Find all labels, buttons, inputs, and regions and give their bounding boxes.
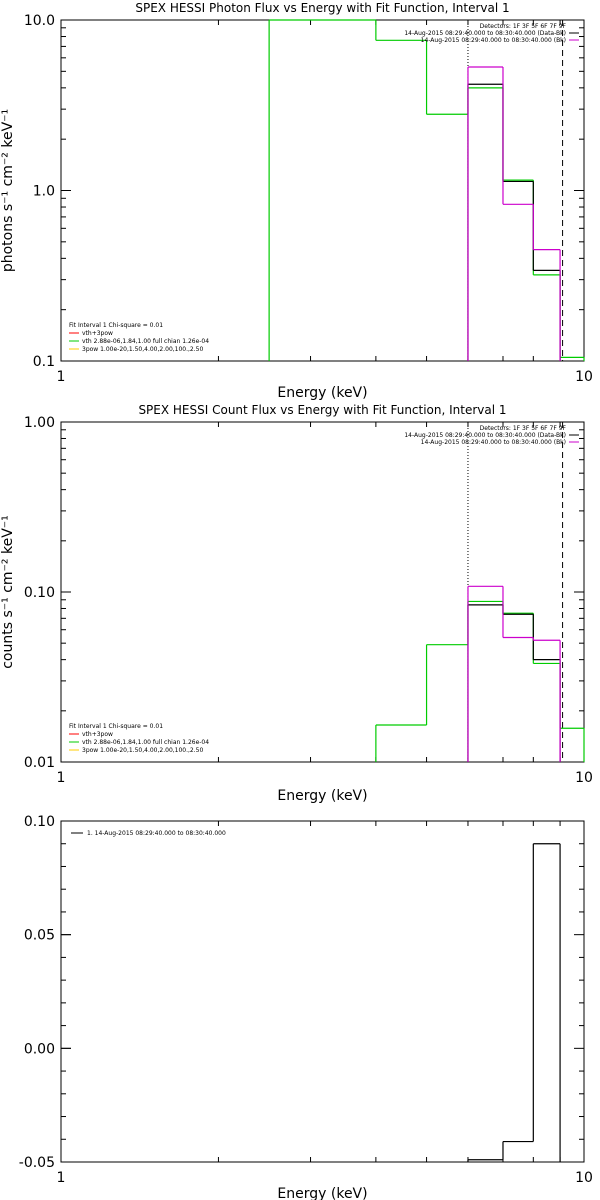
x-tick-label: 10 (575, 770, 593, 786)
x-tick-label: 10 (575, 1170, 593, 1186)
plot-frame (60, 19, 585, 362)
legend-text: vth+3pow (82, 731, 113, 738)
legend-text: Detectors: 1F 3F 5F 6F 7F 9F (480, 425, 567, 432)
plot-frame (60, 820, 585, 1163)
legend-text: 14-Aug-2015 08:29:40.000 to 08:30:40.000… (421, 439, 566, 446)
y-tick-label: 0.05 (24, 928, 55, 944)
legend-text: Fit Interval 1 Chi-square = 0.01 (69, 723, 163, 730)
x-tick-label: 10 (575, 369, 593, 385)
legend-text: 3pow 1.00e-20,1.50,4.00,2.00,100.,2.50 (82, 346, 203, 353)
y-tick-label: 0.00 (24, 1041, 55, 1057)
legend-text: 14-Aug-2015 08:29:40.000 to 08:30:40.000… (404, 30, 566, 37)
legend-text: Fit Interval 1 Chi-square = 0.01 (69, 322, 163, 329)
y-tick-label: 0.10 (24, 814, 55, 830)
x-axis-title: Energy (keV) (277, 788, 367, 804)
series-2 (467, 604, 561, 762)
chart-panel-3: 1 10 -0.05 0.00 0.05 0.10 Energy (keV) 1. 14-Au… (19, 814, 593, 1200)
legend-text: 3pow 1.00e-20,1.50,4.00,2.00,100.,2.50 (82, 747, 203, 754)
y-tick-label: 1.0 (33, 184, 55, 200)
y-tick-label: 10.0 (24, 13, 55, 29)
legend-text: Detectors: 1F 3F 5F 6F 7F 9F (480, 23, 567, 30)
x-axis-title: Energy (keV) (277, 1186, 367, 1200)
y-tick-label: -0.05 (19, 1155, 55, 1171)
plot-frame (60, 421, 585, 763)
series-1 (268, 19, 585, 361)
y-tick-label: 1.00 (24, 415, 55, 431)
series-2 (467, 83, 561, 361)
x-tick-label: 1 (57, 1170, 66, 1186)
y-tick-label: 0.10 (24, 585, 55, 601)
x-tick-label: 1 (57, 369, 66, 385)
legend-text: 14-Aug-2015 08:29:40.000 to 08:30:40.000… (404, 432, 566, 439)
chart-title: SPEX HESSI Photon Flux vs Energy with Fi… (135, 1, 509, 15)
series-1 (375, 600, 585, 762)
series-3 (467, 66, 561, 361)
series-1 (467, 843, 561, 1162)
x-tick-label: 1 (57, 770, 66, 786)
legend-text: vth+3pow (82, 330, 113, 337)
chart-title: SPEX HESSI Count Flux vs Energy with Fit… (138, 403, 506, 417)
series-3 (467, 585, 561, 762)
legend-text: 1. 14-Aug-2015 08:29:40.000 to 08:30:40.… (87, 830, 226, 837)
legend-text: 14-Aug-2015 08:29:40.000 to 08:30:40.000… (421, 37, 566, 44)
legend-text: vth 2.88e-06,1.84,1.00 full chian 1.26e-… (82, 338, 209, 345)
y-axis-title: photons s⁻¹ cm⁻² keV⁻¹ (0, 109, 16, 272)
y-tick-label: 0.01 (24, 755, 55, 771)
y-tick-label: 0.1 (33, 354, 55, 370)
x-axis-title: Energy (keV) (277, 385, 367, 401)
y-axis-title: counts s⁻¹ cm⁻² keV⁻¹ (0, 515, 16, 669)
legend-text: vth 2.88e-06,1.84,1.00 full chian 1.26e-… (82, 739, 209, 746)
chart-panel-1: 1 10 0.1 1.0 10.0 SPEX HESSI Photon Flux vs E… (0, 1, 593, 401)
chart-panel-2: 1 10 0.01 0.10 1.00 SPEX HESSI Count Flux vs … (0, 403, 593, 804)
